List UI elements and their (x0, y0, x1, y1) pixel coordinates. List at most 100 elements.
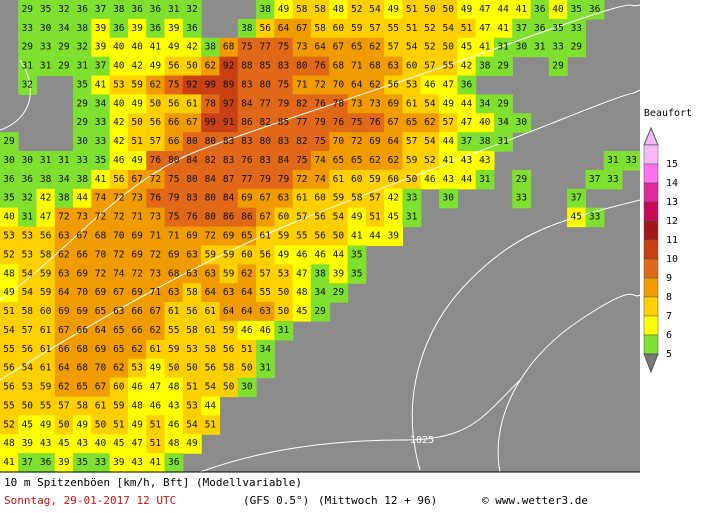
gust-value: 61 (150, 344, 162, 355)
gust-cell (91, 113, 111, 133)
gust-cell (109, 434, 129, 454)
gust-value: 31 (497, 42, 509, 53)
gust-value: 47 (442, 79, 453, 90)
gust-value: 39 (22, 438, 34, 449)
legend-swatch (643, 277, 659, 298)
gust-value: 64 (314, 42, 326, 53)
gust-cell (475, 37, 495, 58)
gust-cell (18, 302, 38, 322)
gust-cell (127, 339, 147, 360)
gust-value: 67 (186, 117, 197, 128)
gust-value: 56 (3, 363, 15, 374)
gust-value: 67 (259, 193, 270, 204)
gust-value: 29 (76, 117, 88, 128)
gust-value: 33 (552, 42, 563, 53)
gust-cell (18, 75, 38, 95)
gust-cell (256, 226, 275, 247)
gust-cell (365, 188, 385, 209)
gust-value: 48 (168, 438, 180, 449)
gust-cell (457, 0, 477, 20)
gust-value: 51 (406, 23, 418, 34)
gust-cell (475, 18, 495, 39)
gust-value: 40 (95, 438, 107, 449)
gust-cell (73, 283, 92, 303)
gust-cell (182, 434, 202, 454)
gust-cell (310, 75, 330, 95)
gust-cell (219, 113, 239, 133)
gust-value: 48 (3, 438, 15, 449)
gust-cell (402, 151, 422, 171)
gust-value: 58 (22, 306, 34, 317)
gust-cell (256, 94, 275, 114)
gust-value: 29 (76, 98, 88, 109)
gust-value: 65 (406, 117, 417, 128)
gust-value: 65 (351, 155, 362, 166)
gust-cell (164, 0, 184, 20)
gust-value: 41 (442, 155, 454, 166)
gust-cell (73, 358, 92, 379)
gust-value: 29 (58, 42, 70, 53)
gust-value: 54 (406, 42, 418, 53)
gust-value: 63 (278, 193, 289, 204)
gust-cell (36, 264, 56, 284)
gust-value: 30 (40, 23, 52, 34)
gust-value: 83 (223, 136, 234, 147)
gust-value: 63 (259, 306, 270, 317)
gust-value: 60 (351, 174, 363, 185)
isobar (0, 89, 641, 381)
gust-value: 79 (168, 193, 180, 204)
gust-cell (109, 226, 129, 247)
gust-cell (146, 453, 166, 473)
gust-value: 36 (534, 23, 546, 34)
legend-swatch (643, 258, 659, 279)
footer-date: Sonntag, 29-01-2017 12 UTC (4, 494, 176, 507)
gust-value: 72 (314, 79, 325, 90)
gust-cell (164, 453, 184, 473)
gust-value: 59 (223, 325, 235, 336)
gust-value: 59 (351, 23, 363, 34)
gust-cell (73, 151, 92, 171)
gust-value: 60 (40, 306, 52, 317)
gust-cell (347, 188, 367, 209)
gust-value: 60 (278, 212, 290, 223)
gust-value: 64 (241, 306, 253, 317)
gust-value: 54 (333, 212, 345, 223)
gust-cell (91, 226, 111, 247)
gust-cell (0, 245, 19, 265)
gust-value: 77 (241, 174, 252, 185)
gust-value: 29 (516, 174, 528, 185)
gust-cell (475, 132, 495, 152)
gust-value: 33 (625, 155, 636, 166)
gust-cell (292, 113, 312, 133)
gust-cell (109, 151, 129, 171)
gust-cell (127, 434, 147, 454)
gust-cell (256, 188, 275, 209)
gust-value: 62 (113, 363, 124, 374)
gust-value: 58 (296, 4, 308, 15)
gust-cell (457, 18, 477, 39)
gust-value: 75 (351, 117, 362, 128)
gust-cell (347, 37, 367, 58)
gust-value: 41 (351, 231, 363, 242)
gust-value: 46 (131, 382, 143, 393)
gust-cell (329, 264, 349, 284)
gust-cell (512, 18, 532, 39)
gust-cell (292, 302, 312, 322)
gust-value: 33 (589, 212, 600, 223)
gust-cell (182, 283, 202, 303)
gust-cell (109, 0, 129, 20)
gust-value: 55 (168, 325, 179, 336)
gust-cell (256, 151, 275, 171)
gust-cell (420, 75, 440, 95)
gust-cell (54, 283, 74, 303)
gust-cell (54, 226, 74, 247)
gust-cell (457, 75, 477, 95)
gust-cell (73, 113, 92, 133)
legend-label: 6 (666, 330, 672, 341)
gust-value: 56 (40, 231, 52, 242)
gust-cell (384, 188, 404, 209)
gust-value: 36 (186, 23, 198, 34)
gust-value: 51 (205, 419, 217, 430)
gust-value: 75 (278, 79, 289, 90)
gust-cell (109, 113, 129, 133)
